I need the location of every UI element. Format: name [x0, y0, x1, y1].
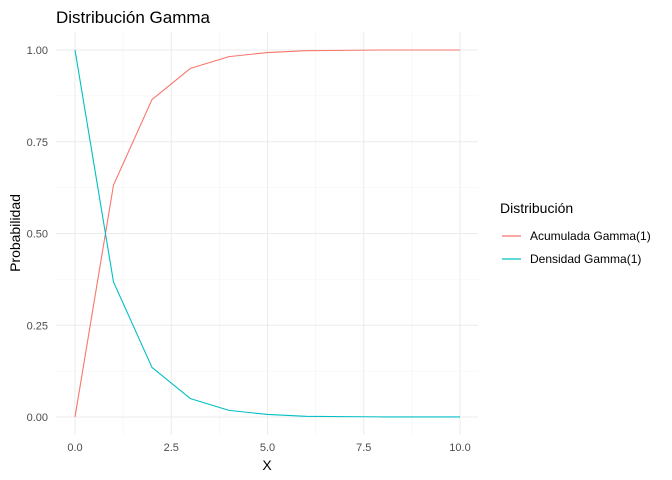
legend-label: Densidad Gamma(1)	[530, 252, 641, 266]
x-tick-label: 5.0	[260, 442, 275, 454]
y-axis-ticks: 0.00 0.25 0.50 0.75 1.00	[27, 45, 48, 424]
series-lines	[74, 49, 461, 418]
x-tick-label: 10.0	[449, 442, 470, 454]
legend-title: Distribución	[500, 200, 573, 216]
series-line-acumulada	[74, 49, 460, 418]
x-axis-title: X	[262, 457, 272, 473]
x-tick-label: 0.0	[67, 442, 82, 454]
legend: Distribución Acumulada Gamma(1) Densidad …	[500, 200, 651, 266]
legend-items: Acumulada Gamma(1) Densidad Gamma(1)	[502, 229, 651, 266]
y-tick-label: 0.75	[27, 137, 48, 149]
x-tick-label: 7.5	[356, 442, 371, 454]
y-tick-label: 0.00	[27, 412, 48, 424]
y-tick-label: 1.00	[27, 45, 48, 57]
x-tick-label: 2.5	[164, 442, 179, 454]
series-line-densidad	[74, 49, 461, 418]
y-axis-title: Probabilidad	[7, 194, 23, 272]
y-tick-label: 0.50	[27, 229, 48, 241]
chart-title: Distribución Gamma	[56, 8, 211, 27]
y-tick-label: 0.25	[27, 320, 48, 332]
grid	[56, 32, 478, 435]
legend-label: Acumulada Gamma(1)	[530, 229, 651, 243]
x-axis-ticks: 0.0 2.5 5.0 7.5 10.0	[67, 442, 470, 454]
